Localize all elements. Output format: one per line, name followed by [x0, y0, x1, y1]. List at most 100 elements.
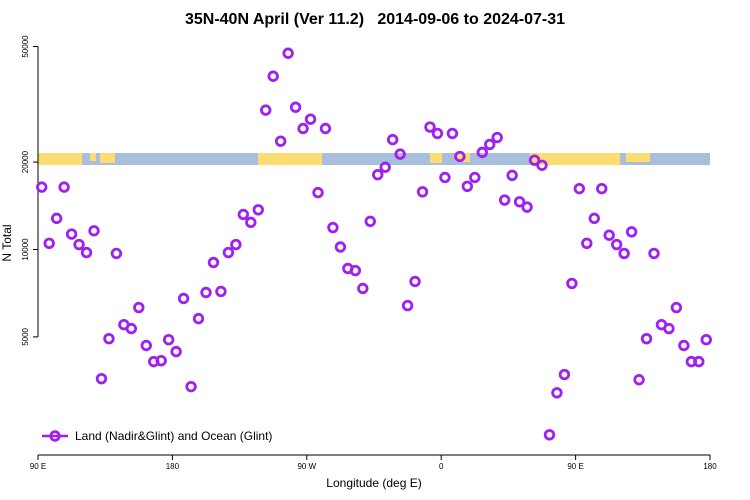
- point: [185, 380, 197, 393]
- point: [364, 215, 376, 228]
- point: [551, 387, 563, 399]
- point: [349, 264, 362, 277]
- point: [566, 277, 578, 290]
- point: [140, 339, 152, 352]
- point: [334, 241, 347, 253]
- y-tick-label: 10000: [21, 238, 30, 261]
- land-segment: [38, 153, 82, 165]
- point: [58, 181, 70, 193]
- land-segment: [530, 153, 620, 165]
- point: [260, 104, 272, 116]
- surface-band: [38, 153, 710, 165]
- legend-marker: [49, 430, 61, 442]
- point: [50, 212, 63, 225]
- point: [282, 47, 294, 59]
- y-tick-label: 5000: [21, 327, 30, 345]
- point: [640, 332, 653, 345]
- point: [648, 247, 660, 260]
- point: [603, 229, 615, 241]
- point: [454, 150, 466, 163]
- point: [88, 225, 100, 237]
- point: [573, 182, 586, 195]
- point: [267, 70, 279, 82]
- point: [498, 194, 511, 206]
- point: [297, 122, 309, 135]
- land-segment: [90, 153, 96, 161]
- point: [245, 216, 257, 229]
- point: [289, 101, 302, 113]
- land-segment: [626, 153, 650, 162]
- point: [596, 182, 608, 195]
- point: [80, 246, 93, 259]
- land-segment: [430, 153, 442, 163]
- point: [237, 208, 250, 221]
- point: [125, 322, 138, 335]
- x-tick-label: 90 W: [297, 462, 316, 471]
- point: [484, 138, 496, 151]
- point: [155, 355, 167, 367]
- land-segment: [258, 153, 322, 165]
- point: [372, 168, 384, 181]
- point: [319, 122, 332, 135]
- x-tick-label: 180: [166, 462, 180, 471]
- point: [491, 131, 503, 144]
- point: [513, 196, 526, 208]
- point: [200, 286, 212, 299]
- point: [304, 113, 317, 125]
- x-tick-label: 180: [703, 462, 717, 471]
- legend-label: Land (Nadir&Glint) and Ocean (Glint): [75, 429, 272, 443]
- point: [207, 256, 220, 269]
- point: [543, 429, 556, 441]
- x-tick-label: 0: [439, 462, 444, 471]
- point: [73, 238, 85, 251]
- y-tick-label: 50000: [21, 35, 30, 58]
- point: [663, 322, 675, 335]
- point: [394, 148, 406, 160]
- land-segment: [100, 153, 115, 163]
- y-tick-label: 20000: [21, 150, 30, 173]
- point: [476, 146, 488, 159]
- point: [162, 334, 175, 346]
- point: [424, 121, 436, 133]
- point: [110, 247, 123, 260]
- point: [274, 135, 287, 147]
- point: [670, 301, 683, 314]
- point: [610, 238, 623, 251]
- point: [215, 285, 227, 298]
- point: [528, 154, 541, 166]
- point: [133, 301, 145, 314]
- point: [103, 332, 115, 345]
- point: [252, 204, 264, 216]
- point: [192, 312, 205, 325]
- point: [177, 292, 190, 305]
- x-axis-label: Longitude (deg E): [326, 476, 421, 490]
- point: [409, 275, 421, 288]
- point: [222, 246, 235, 259]
- point: [461, 180, 474, 193]
- point: [469, 171, 481, 184]
- point: [633, 374, 645, 386]
- chart-title: 35N-40N April (Ver 11.2) 2014-09-06 to 2…: [185, 11, 565, 28]
- point: [446, 127, 459, 140]
- point: [506, 169, 518, 182]
- point: [230, 238, 242, 251]
- point: [521, 201, 533, 213]
- point: [36, 181, 48, 193]
- point: [401, 299, 414, 312]
- point: [678, 339, 690, 352]
- point: [618, 247, 630, 260]
- point: [536, 159, 548, 171]
- point: [693, 355, 705, 368]
- point: [357, 282, 369, 295]
- point: [312, 186, 324, 199]
- point: [95, 372, 108, 385]
- point: [581, 237, 593, 250]
- point: [170, 345, 182, 358]
- point: [327, 221, 339, 234]
- point: [588, 212, 600, 225]
- y-axis-label: N Total: [0, 224, 14, 261]
- point: [625, 226, 638, 238]
- point: [700, 334, 712, 346]
- point: [379, 161, 391, 173]
